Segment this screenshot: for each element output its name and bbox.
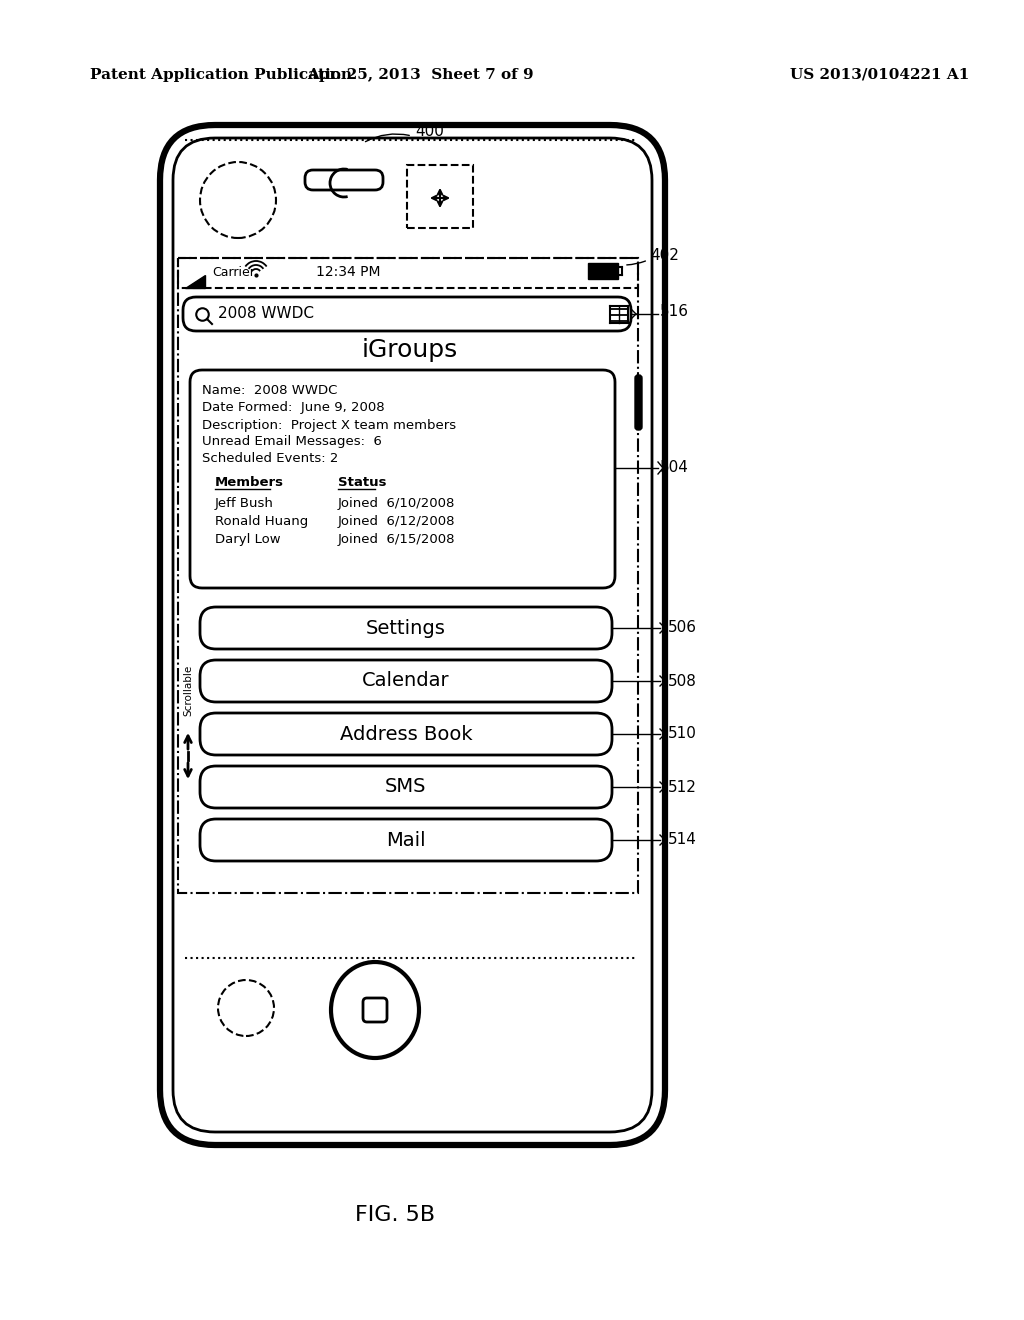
Text: 508: 508 (668, 673, 697, 689)
Text: 402: 402 (650, 248, 679, 264)
Text: Joined  6/15/2008: Joined 6/15/2008 (338, 532, 456, 545)
FancyBboxPatch shape (200, 660, 612, 702)
Text: 514: 514 (668, 833, 697, 847)
Text: Scheduled Events: 2: Scheduled Events: 2 (202, 453, 338, 466)
Polygon shape (185, 275, 205, 288)
Text: Settings: Settings (366, 619, 445, 638)
Text: iGroups: iGroups (361, 338, 458, 362)
Text: Joined  6/12/2008: Joined 6/12/2008 (338, 515, 456, 528)
FancyBboxPatch shape (200, 713, 612, 755)
Text: Patent Application Publication: Patent Application Publication (90, 69, 352, 82)
Text: SMS: SMS (385, 777, 427, 796)
Circle shape (218, 979, 274, 1036)
Text: Description:  Project X team members: Description: Project X team members (202, 418, 456, 432)
Text: 512: 512 (668, 780, 697, 795)
Text: US 2013/0104221 A1: US 2013/0104221 A1 (790, 69, 970, 82)
FancyBboxPatch shape (200, 818, 612, 861)
Text: Jeff Bush: Jeff Bush (215, 496, 273, 510)
Text: Members: Members (215, 477, 284, 490)
Text: 516: 516 (660, 305, 689, 319)
Ellipse shape (331, 962, 419, 1059)
Text: 12:34 PM: 12:34 PM (315, 265, 380, 279)
Text: 400: 400 (415, 124, 443, 139)
Text: Status: Status (338, 477, 386, 490)
FancyBboxPatch shape (635, 375, 642, 430)
Text: 504: 504 (660, 461, 689, 475)
Text: Apr. 25, 2013  Sheet 7 of 9: Apr. 25, 2013 Sheet 7 of 9 (306, 69, 534, 82)
Text: Name:  2008 WWDC: Name: 2008 WWDC (202, 384, 337, 396)
FancyBboxPatch shape (190, 370, 615, 587)
Text: Ronald Huang: Ronald Huang (215, 515, 308, 528)
FancyBboxPatch shape (362, 998, 387, 1022)
Text: Address Book: Address Book (340, 725, 472, 743)
FancyBboxPatch shape (160, 125, 665, 1144)
FancyBboxPatch shape (200, 607, 612, 649)
FancyBboxPatch shape (407, 165, 473, 228)
Text: Carrier: Carrier (212, 265, 255, 279)
FancyBboxPatch shape (200, 766, 612, 808)
Text: 2008 WWDC: 2008 WWDC (218, 306, 314, 322)
Text: FIG. 5B: FIG. 5B (355, 1205, 435, 1225)
Text: Mail: Mail (386, 830, 426, 850)
Text: Scrollable: Scrollable (183, 664, 193, 715)
FancyBboxPatch shape (183, 297, 631, 331)
Circle shape (200, 162, 276, 238)
FancyBboxPatch shape (173, 139, 652, 1133)
FancyBboxPatch shape (305, 170, 383, 190)
Text: Unread Email Messages:  6: Unread Email Messages: 6 (202, 436, 382, 449)
Text: Calendar: Calendar (362, 672, 450, 690)
Text: Date Formed:  June 9, 2008: Date Formed: June 9, 2008 (202, 401, 385, 414)
Text: 506: 506 (668, 620, 697, 635)
Text: Daryl Low: Daryl Low (215, 532, 281, 545)
Text: 510: 510 (668, 726, 697, 742)
FancyBboxPatch shape (588, 263, 618, 279)
Text: Joined  6/10/2008: Joined 6/10/2008 (338, 496, 456, 510)
